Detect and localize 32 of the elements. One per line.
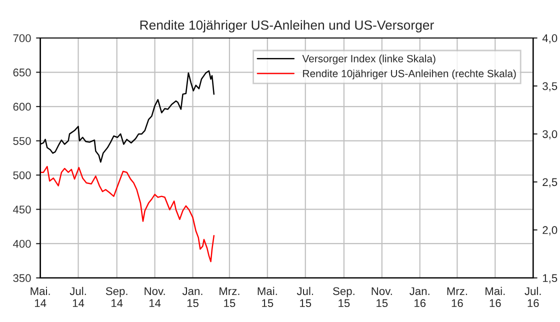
x-tick-label: Jan. 16 [410, 287, 430, 308]
y-tick-label: 650 [13, 68, 31, 76]
y-tick-label: 700 [13, 34, 31, 42]
x-tick-label: Mai. 14 [30, 286, 50, 307]
chart-title: Rendite 10jähriger US-Anleihen und US-Versorger [140, 20, 434, 32]
x-tick-label: Mrz. 15 [220, 287, 240, 308]
x-tick-label: Jan. 15 [182, 287, 202, 308]
y2-tick-label: 3,5 [542, 82, 558, 92]
legend-label: Versorger Index (linke Skala) [302, 54, 436, 64]
x-tick-label: Nov. 14 [144, 287, 165, 307]
y-tick-label: 550 [13, 137, 31, 145]
y2-tick-label: 2,0 [542, 226, 558, 236]
x-tick-label: Jul. 14 [70, 286, 86, 307]
x-tick-label: Jul. 15 [296, 286, 314, 308]
line-series [40, 166, 215, 262]
x-tick-label: Mai. 15 [258, 286, 277, 308]
y-tick-label: 600 [13, 102, 31, 111]
x-tick-label: Sep. 14 [106, 287, 128, 307]
x-tick-label: Nov. 15 [372, 287, 392, 308]
x-tick-label: Mai. 16 [486, 286, 505, 308]
y2-tick-label: 1,5 [542, 274, 558, 284]
y2-tick-label: 4,0 [542, 34, 558, 44]
y-tick-label: 400 [13, 240, 31, 248]
y-tick-label: 450 [13, 206, 31, 214]
y2-tick-label: 3,0 [542, 130, 558, 140]
x-tick-label: Jul. 16 [524, 286, 541, 308]
x-tick-label: Mrz. 16 [447, 287, 467, 308]
y-tick-label: 350 [13, 274, 31, 282]
legend-label: Rendite 10jähriger US-Anleihen (rechte Skala) [303, 70, 516, 80]
y2-tick-label: 2,5 [542, 178, 558, 188]
y-tick-label: 500 [13, 171, 31, 180]
x-tick-label: Sep. 15 [333, 287, 354, 308]
